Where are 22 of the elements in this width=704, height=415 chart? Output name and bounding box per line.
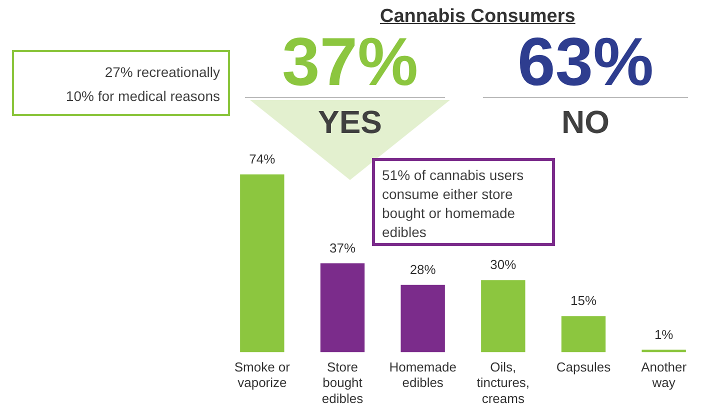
bar: [481, 280, 526, 352]
text: 10% for medical reasons: [64, 88, 220, 104]
text: YES: [316, 104, 384, 141]
x-tick-label: Capsules: [556, 360, 612, 375]
x-tick-label: Another way: [641, 360, 688, 390]
bar: [240, 174, 284, 352]
annotation: 51% of cannabis users consume either store bought or homemade edibles: [382, 166, 525, 242]
data-label: 1%: [654, 326, 674, 342]
bar: [561, 316, 606, 352]
data-label: 74%: [249, 151, 276, 166]
text: 27% recreationally: [104, 64, 220, 80]
bar: [400, 284, 445, 352]
bar: [320, 263, 365, 352]
x-tick-label: Store bought edibles: [322, 360, 364, 406]
data-label: 28%: [410, 262, 436, 278]
data-label: 15%: [570, 293, 597, 308]
x-tick-label: Homemade edibles: [389, 360, 456, 390]
x-tick-label: Smoke or vaporize: [234, 360, 291, 390]
data-label: 37%: [329, 240, 356, 256]
x-tick-label: Oils, tinctures, creams: [476, 360, 530, 406]
data-label: 30%: [490, 257, 517, 272]
text: NO: [560, 104, 610, 141]
